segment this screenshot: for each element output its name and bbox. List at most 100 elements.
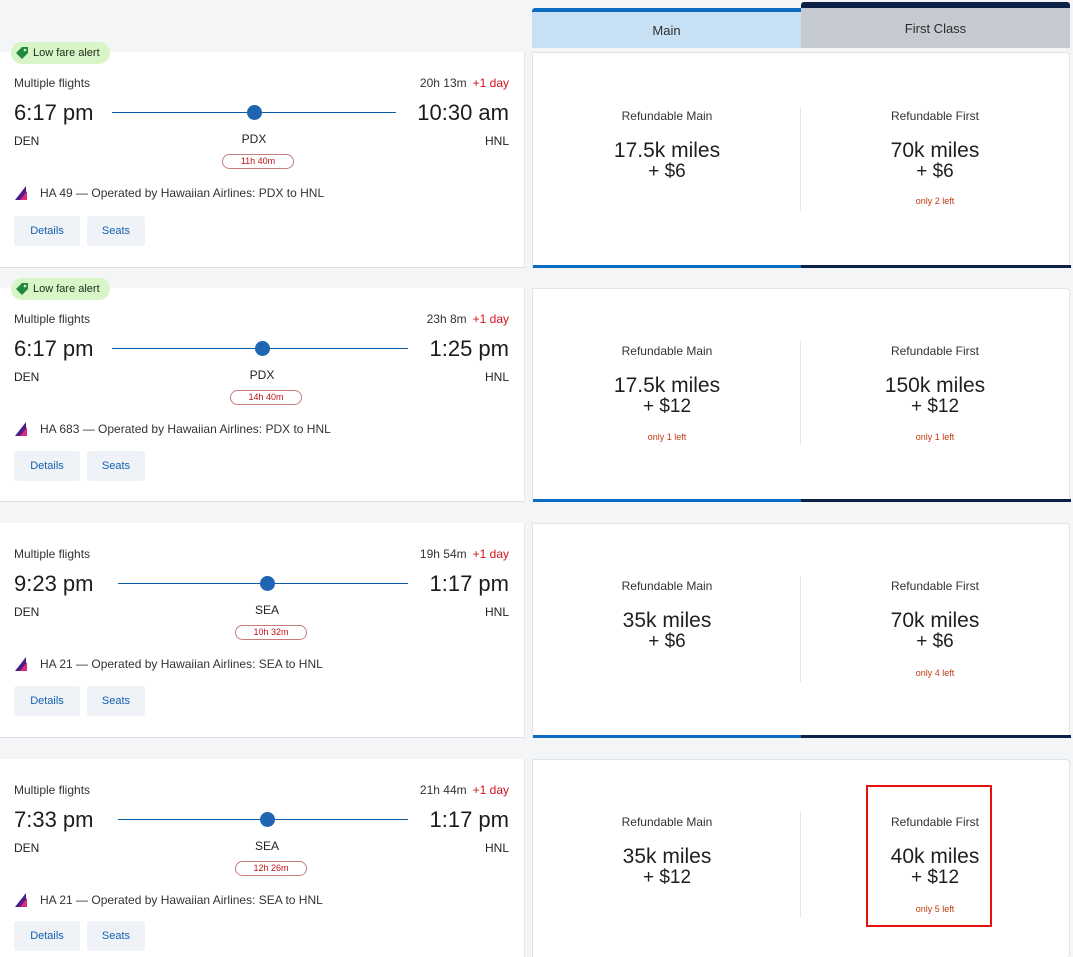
fare-main-miles: 35k miles bbox=[622, 609, 712, 632]
hawaiian-airlines-logo-icon bbox=[15, 186, 27, 200]
flight-summary: Multiple flights 23h 8m +1 day 6:17 pm 1:… bbox=[0, 288, 525, 502]
departure-time: 7:33 pm bbox=[14, 807, 94, 832]
fare-main-label: Refundable Main bbox=[621, 344, 713, 358]
fare-main-price: + $6 bbox=[648, 161, 686, 182]
seats-left: only 1 left bbox=[915, 432, 955, 442]
seats-button[interactable]: Seats bbox=[87, 216, 145, 246]
main-accent-bar bbox=[533, 499, 801, 502]
flight-summary: Multiple flights 20h 13m +1 day 6:17 pm 1… bbox=[0, 52, 525, 268]
connection-dot bbox=[247, 105, 262, 120]
column-header-main[interactable]: Main bbox=[532, 8, 801, 48]
destination-airport: HNL bbox=[484, 370, 509, 384]
arrival-time: 1:17 pm bbox=[429, 571, 510, 596]
plus-day: +1 day bbox=[472, 76, 509, 90]
fare-main-label: Refundable Main bbox=[621, 109, 713, 123]
fare-main[interactable]: Refundable Main 17.5k miles + $6 bbox=[533, 53, 801, 267]
multiple-flights-label: Multiple flights bbox=[14, 312, 91, 326]
trip-duration: 23h 8m +1 day bbox=[426, 312, 509, 326]
trip-duration: 19h 54m +1 day bbox=[419, 547, 509, 561]
fare-options: Refundable Main 35k miles + $12 Refundab… bbox=[532, 759, 1070, 957]
layover-duration: 12h 26m bbox=[235, 861, 307, 876]
departure-time: 9:23 pm bbox=[14, 571, 94, 596]
details-button[interactable]: Details bbox=[14, 216, 80, 246]
fare-divider bbox=[800, 107, 801, 211]
flight-result: Multiple flights 21h 44m +1 day 7:33 pm 1… bbox=[0, 759, 1073, 957]
first-accent-bar bbox=[801, 265, 1071, 268]
seats-left: only 5 left bbox=[915, 904, 955, 914]
fare-first-label: Refundable First bbox=[890, 109, 980, 123]
destination-airport: HNL bbox=[484, 134, 509, 148]
fare-first-miles: 150k miles bbox=[884, 374, 986, 397]
selected-fare-highlight bbox=[866, 785, 992, 927]
fare-main-label: Refundable Main bbox=[621, 579, 713, 593]
fare-first[interactable]: Refundable First 70k miles + $6 only 2 l… bbox=[801, 53, 1069, 267]
seats-left: only 2 left bbox=[915, 196, 955, 206]
first-accent-bar bbox=[801, 735, 1071, 738]
connection-dot bbox=[260, 812, 275, 827]
hawaiian-airlines-logo-icon bbox=[15, 422, 27, 436]
flight-result: Multiple flights 19h 54m +1 day 9:23 pm 1… bbox=[0, 523, 1073, 738]
operated-by: HA 21 — Operated by Hawaiian Airlines: S… bbox=[14, 892, 323, 908]
details-button[interactable]: Details bbox=[14, 451, 80, 481]
tag-icon bbox=[16, 283, 28, 295]
fare-main[interactable]: Refundable Main 17.5k miles + $12 only 1… bbox=[533, 289, 801, 501]
fare-first[interactable]: Refundable First 70k miles + $6 only 4 l… bbox=[801, 524, 1069, 737]
hawaiian-airlines-logo-icon bbox=[15, 657, 27, 671]
flight-result: Multiple flights 23h 8m +1 day 6:17 pm 1:… bbox=[0, 278, 1073, 502]
low-fare-alert-badge: Low fare alert bbox=[11, 278, 110, 300]
plus-day: +1 day bbox=[472, 783, 509, 797]
operated-by: HA 683 — Operated by Hawaiian Airlines: … bbox=[14, 421, 331, 437]
flight-summary: Multiple flights 19h 54m +1 day 9:23 pm 1… bbox=[0, 523, 525, 738]
fare-options: Refundable Main 17.5k miles + $6 Refunda… bbox=[532, 52, 1071, 268]
departure-time: 6:17 pm bbox=[14, 100, 94, 125]
fare-main[interactable]: Refundable Main 35k miles + $12 bbox=[533, 760, 801, 957]
seats-button[interactable]: Seats bbox=[87, 686, 145, 716]
plus-day: +1 day bbox=[472, 312, 509, 326]
operated-by: HA 49 — Operated by Hawaiian Airlines: P… bbox=[14, 185, 324, 201]
seats-button[interactable]: Seats bbox=[87, 921, 145, 951]
fare-first-price: + $12 bbox=[910, 867, 960, 888]
arrival-time: 1:17 pm bbox=[429, 807, 510, 832]
arrival-time: 1:25 pm bbox=[429, 336, 510, 361]
origin-airport: DEN bbox=[14, 841, 40, 855]
fare-main-label: Refundable Main bbox=[621, 815, 713, 829]
fare-main[interactable]: Refundable Main 35k miles + $6 bbox=[533, 524, 801, 737]
origin-airport: DEN bbox=[14, 134, 40, 148]
first-accent-bar bbox=[801, 499, 1071, 502]
connection-airport: PDX bbox=[249, 368, 275, 382]
main-accent-bar bbox=[533, 735, 801, 738]
fare-main-miles: 35k miles bbox=[622, 845, 712, 868]
fare-divider bbox=[800, 812, 801, 918]
hawaiian-airlines-logo-icon bbox=[15, 893, 27, 907]
fare-class-headers: Main First Class bbox=[532, 0, 1070, 48]
details-button[interactable]: Details bbox=[14, 921, 80, 951]
connection-airport: PDX bbox=[241, 132, 267, 146]
fare-first[interactable]: Refundable First 40k miles + $12 only 5 … bbox=[801, 760, 1069, 957]
fare-main-price: + $12 bbox=[642, 867, 692, 888]
layover-duration: 11h 40m bbox=[222, 154, 294, 169]
seats-left: only 1 left bbox=[647, 432, 687, 442]
origin-airport: DEN bbox=[14, 370, 40, 384]
fare-first-miles: 70k miles bbox=[890, 609, 980, 632]
layover-duration: 14h 40m bbox=[230, 390, 302, 405]
details-button[interactable]: Details bbox=[14, 686, 80, 716]
fare-options: Refundable Main 17.5k miles + $12 only 1… bbox=[532, 288, 1071, 502]
fare-first-miles: 70k miles bbox=[890, 139, 980, 162]
destination-airport: HNL bbox=[484, 841, 509, 855]
flight-summary: Multiple flights 21h 44m +1 day 7:33 pm 1… bbox=[0, 759, 525, 957]
multiple-flights-label: Multiple flights bbox=[14, 547, 91, 561]
arrival-time: 10:30 am bbox=[417, 100, 509, 125]
fare-first[interactable]: Refundable First 150k miles + $12 only 1… bbox=[801, 289, 1069, 501]
main-accent-bar bbox=[533, 265, 801, 268]
layover-duration: 10h 32m bbox=[235, 625, 307, 640]
column-header-first-class[interactable]: First Class bbox=[801, 2, 1070, 48]
fare-main-price: + $12 bbox=[642, 396, 692, 417]
destination-airport: HNL bbox=[484, 605, 509, 619]
origin-airport: DEN bbox=[14, 605, 40, 619]
fare-first-price: + $6 bbox=[916, 631, 954, 652]
tag-icon bbox=[16, 47, 28, 59]
fare-main-miles: 17.5k miles bbox=[613, 374, 721, 397]
low-fare-alert-badge: Low fare alert bbox=[11, 42, 110, 64]
fare-first-label: Refundable First bbox=[890, 579, 980, 593]
seats-button[interactable]: Seats bbox=[87, 451, 145, 481]
